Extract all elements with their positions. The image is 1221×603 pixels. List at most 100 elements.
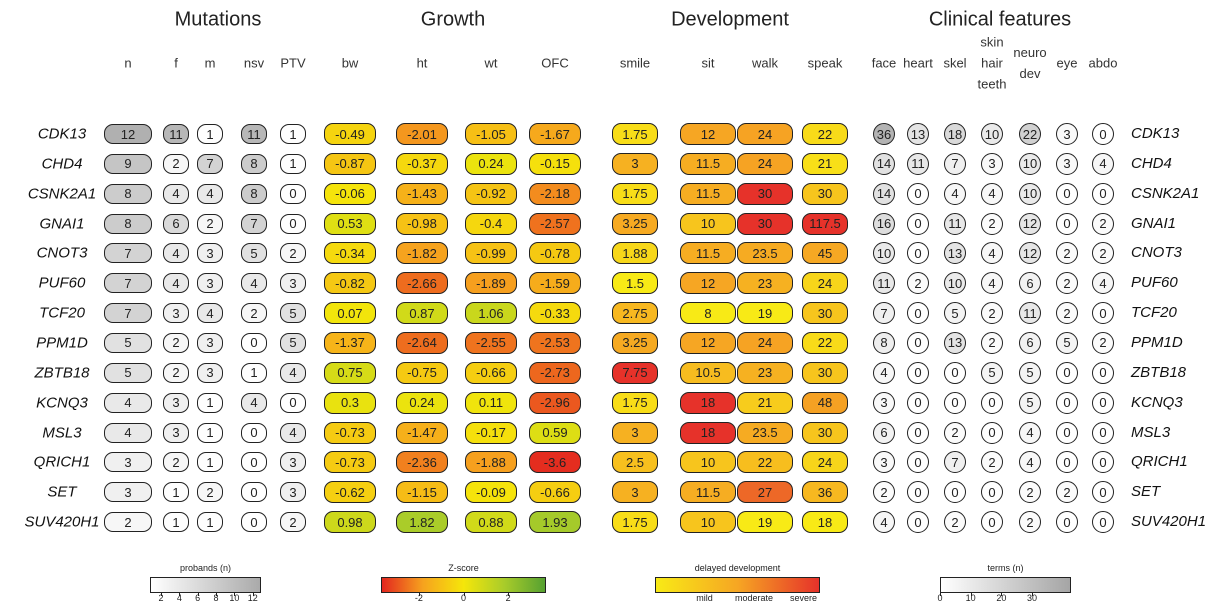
cell-value: 0 bbox=[250, 514, 258, 530]
cell: 0 bbox=[1092, 451, 1114, 474]
cell: 24 bbox=[737, 152, 793, 175]
cell: 4 bbox=[873, 511, 895, 534]
cell: -1.89 bbox=[465, 272, 517, 295]
cell-value: 2 bbox=[951, 425, 959, 440]
cell-value: 12 bbox=[700, 335, 716, 351]
cell: 11 bbox=[873, 272, 895, 295]
cell: 10 bbox=[680, 511, 736, 534]
cell: 5 bbox=[1019, 391, 1041, 414]
cell: 2 bbox=[1019, 481, 1041, 504]
cell-value: 3 bbox=[631, 484, 639, 500]
cell-value: 0 bbox=[1099, 305, 1107, 321]
cell-value: 2 bbox=[951, 514, 959, 530]
cell-value: -2.01 bbox=[407, 126, 437, 142]
legend-tick-label: -2 bbox=[414, 593, 423, 603]
cell-value: 4 bbox=[172, 275, 180, 291]
cell: 0 bbox=[1092, 123, 1114, 145]
cell-value: 8 bbox=[124, 186, 132, 202]
cell: 30 bbox=[737, 212, 793, 235]
cell: 22 bbox=[802, 331, 848, 354]
column-header: skel bbox=[943, 55, 967, 71]
cell: 7 bbox=[944, 451, 966, 474]
cell: 11.5 bbox=[680, 182, 736, 205]
cell: 2 bbox=[163, 153, 189, 174]
cell: 5 bbox=[944, 302, 966, 325]
cell-value: 0.98 bbox=[337, 514, 363, 530]
cell-value: 1.75 bbox=[622, 514, 648, 530]
cell: 7 bbox=[197, 153, 223, 174]
cell-value: -1.05 bbox=[476, 126, 506, 142]
cell-value: -0.87 bbox=[335, 156, 365, 172]
cell: 22 bbox=[802, 123, 848, 145]
cell: 1 bbox=[197, 124, 223, 144]
cell: 30 bbox=[802, 182, 848, 205]
cell-value: 0 bbox=[951, 365, 959, 381]
cell: 2 bbox=[104, 512, 152, 533]
cell-value: 3 bbox=[631, 425, 639, 440]
cell: 10.5 bbox=[680, 361, 736, 384]
cell-value: 0 bbox=[250, 425, 258, 440]
cell-value: 0 bbox=[914, 395, 922, 411]
cell: -1.05 bbox=[465, 123, 517, 145]
cell: 8 bbox=[241, 153, 267, 174]
legend-tick bbox=[197, 593, 199, 596]
cell: 30 bbox=[802, 361, 848, 384]
cell: 1 bbox=[163, 482, 189, 503]
cell: 0 bbox=[241, 332, 267, 353]
cell-value: 0 bbox=[289, 186, 297, 202]
cell-value: 12 bbox=[120, 126, 136, 142]
legend-tick bbox=[418, 593, 420, 596]
cell-value: 4 bbox=[250, 395, 258, 411]
cell-value: 7.75 bbox=[622, 365, 648, 381]
cell: 3.25 bbox=[612, 212, 658, 235]
cell-value: 11.5 bbox=[695, 186, 721, 202]
cell: 10 bbox=[680, 212, 736, 235]
cell-value: 21 bbox=[817, 156, 833, 172]
gene-label: MSL3 bbox=[42, 424, 82, 441]
cell: 4 bbox=[163, 273, 189, 294]
legend-tick-label: 0 bbox=[460, 593, 467, 603]
cell: 1 bbox=[163, 512, 189, 533]
cell-value: -2.73 bbox=[540, 365, 570, 381]
column-header: skin hair teeth bbox=[977, 34, 1007, 92]
cell-value: 0 bbox=[951, 484, 959, 500]
cell-value: -0.06 bbox=[335, 186, 365, 202]
cell-value: 0 bbox=[914, 365, 922, 381]
cell-value: 3 bbox=[206, 365, 214, 381]
cell-value: 4 bbox=[206, 305, 214, 321]
cell-value: 0.53 bbox=[337, 216, 363, 232]
cell-value: 2 bbox=[1026, 514, 1034, 530]
cell: 27 bbox=[737, 481, 793, 504]
cell: 4 bbox=[1092, 152, 1114, 175]
cell-value: -0.34 bbox=[335, 245, 365, 261]
cell: 14 bbox=[873, 152, 895, 175]
cell-value: 9 bbox=[124, 156, 132, 172]
cell: 2 bbox=[197, 482, 223, 503]
cell: -0.62 bbox=[324, 481, 376, 504]
cell: 0 bbox=[907, 212, 929, 235]
gene-label: SET bbox=[47, 483, 77, 501]
column-header: heart bbox=[903, 55, 933, 71]
cell-value: 0 bbox=[1099, 186, 1107, 202]
cell: 23 bbox=[737, 272, 793, 295]
legend-tick-label: 30 bbox=[1027, 593, 1038, 603]
cell-value: 11.5 bbox=[695, 156, 721, 172]
cell-value: 12 bbox=[700, 275, 716, 291]
cell: 22 bbox=[1019, 123, 1041, 145]
cell-value: 11 bbox=[169, 126, 183, 142]
cell-value: 1.5 bbox=[625, 275, 645, 291]
cell-value: 24 bbox=[757, 156, 773, 172]
cell: 4 bbox=[1019, 421, 1041, 444]
cell: -0.15 bbox=[529, 152, 581, 175]
cell-value: 2 bbox=[1099, 245, 1107, 261]
legend-label: severe bbox=[789, 593, 818, 603]
cell-value: 1 bbox=[289, 156, 297, 172]
cell: 8 bbox=[104, 213, 152, 234]
gene-label: CNOT3 bbox=[1131, 244, 1182, 262]
cell-value: -0.73 bbox=[335, 425, 365, 440]
cell-value: 4 bbox=[172, 245, 180, 261]
cell: 0 bbox=[1092, 302, 1114, 325]
column-header: face bbox=[871, 55, 897, 71]
gene-label: CHD4 bbox=[1131, 154, 1172, 172]
cell-value: 0 bbox=[250, 454, 258, 470]
